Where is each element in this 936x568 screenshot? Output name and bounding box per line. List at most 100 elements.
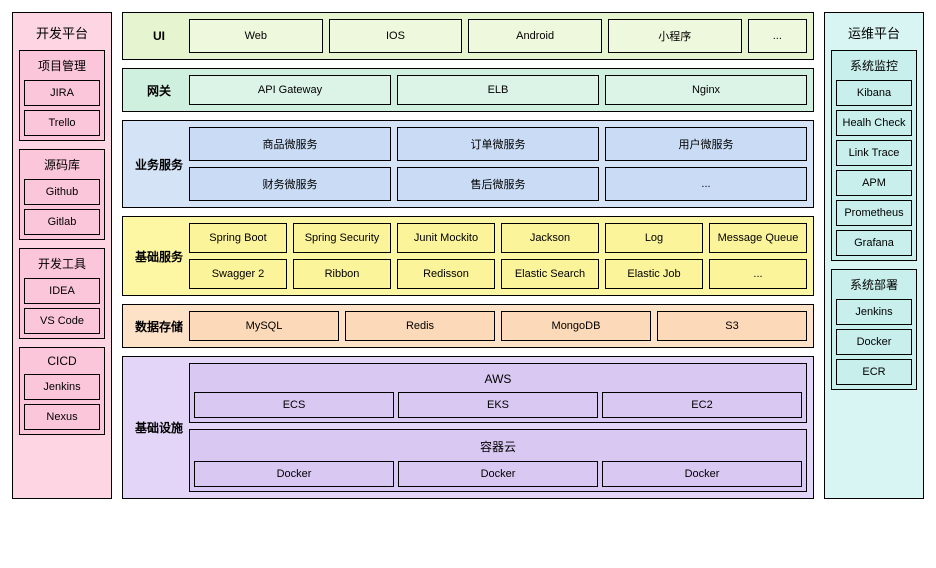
layer-content: 商品微服务 订单微服务 用户微服务 财务微服务 售后微服务 ...	[189, 127, 807, 201]
cell: Elastic Search	[501, 259, 599, 289]
cell: Elastic Job	[605, 259, 703, 289]
layer-storage: 数据存储 MySQL Redis MongoDB S3	[122, 304, 814, 348]
layer-content: MySQL Redis MongoDB S3	[189, 311, 807, 341]
item: Gitlab	[24, 209, 100, 235]
item: APM	[836, 170, 912, 196]
item: Kibana	[836, 80, 912, 106]
architecture-diagram: 开发平台 项目管理 JIRA Trello 源码库 Github Gitlab …	[12, 12, 924, 499]
group-title: 源码库	[24, 154, 100, 179]
row: API Gateway ELB Nginx	[189, 75, 807, 105]
cell: Android	[468, 19, 602, 53]
cell: Message Queue	[709, 223, 807, 253]
cell: 商品微服务	[189, 127, 391, 161]
cell: Docker	[194, 461, 394, 487]
layer-label: 基础设施	[129, 363, 189, 492]
right-sidebar: 运维平台 系统监控 Kibana Healh Check Link Trace …	[824, 12, 924, 499]
cell: ...	[748, 19, 807, 53]
layer-infra: 基础设施 AWS ECS EKS EC2 容器云 Docker Docker D…	[122, 356, 814, 499]
left-sidebar: 开发平台 项目管理 JIRA Trello 源码库 Github Gitlab …	[12, 12, 112, 499]
right-sidebar-title: 运维平台	[831, 19, 917, 50]
cell: Redisson	[397, 259, 495, 289]
item: JIRA	[24, 80, 100, 106]
cell: MySQL	[189, 311, 339, 341]
cell: ELB	[397, 75, 599, 105]
item: Healh Check	[836, 110, 912, 136]
row: MySQL Redis MongoDB S3	[189, 311, 807, 341]
center-layers: UI Web IOS Android 小程序 ... 网关 API Gatewa…	[122, 12, 814, 499]
cell: 财务微服务	[189, 167, 391, 201]
row: Web IOS Android 小程序 ...	[189, 19, 807, 53]
cell: 小程序	[608, 19, 742, 53]
layer-gateway: 网关 API Gateway ELB Nginx	[122, 68, 814, 112]
layer-ui: UI Web IOS Android 小程序 ...	[122, 12, 814, 60]
row: 财务微服务 售后微服务 ...	[189, 167, 807, 201]
item: Docker	[836, 329, 912, 355]
cell: 售后微服务	[397, 167, 599, 201]
item: IDEA	[24, 278, 100, 304]
layer-label: 业务服务	[129, 127, 189, 201]
infra-cells: Docker Docker Docker	[194, 461, 802, 487]
group-devtools: 开发工具 IDEA VS Code	[19, 248, 105, 339]
infra-block-container: 容器云 Docker Docker Docker	[189, 429, 807, 492]
group-cicd: CICD Jenkins Nexus	[19, 347, 105, 435]
cell: MongoDB	[501, 311, 651, 341]
group-title: 系统监控	[836, 55, 912, 80]
cell: IOS	[329, 19, 463, 53]
item: ECR	[836, 359, 912, 385]
cell: ...	[605, 167, 807, 201]
row: Swagger 2 Ribbon Redisson Elastic Search…	[189, 259, 807, 289]
cell: Docker	[398, 461, 598, 487]
cell: EKS	[398, 392, 598, 418]
group-title: CICD	[24, 352, 100, 374]
item: VS Code	[24, 308, 100, 334]
cell: Web	[189, 19, 323, 53]
cell: Spring Boot	[189, 223, 287, 253]
group-project-mgmt: 项目管理 JIRA Trello	[19, 50, 105, 141]
cell: Redis	[345, 311, 495, 341]
item: Github	[24, 179, 100, 205]
layer-content: API Gateway ELB Nginx	[189, 75, 807, 105]
item: Prometheus	[836, 200, 912, 226]
cell: ...	[709, 259, 807, 289]
cell: S3	[657, 311, 807, 341]
item: Nexus	[24, 404, 100, 430]
layer-label: 基础服务	[129, 223, 189, 289]
layer-content: Web IOS Android 小程序 ...	[189, 19, 807, 53]
group-source: 源码库 Github Gitlab	[19, 149, 105, 240]
row: Spring Boot Spring Security Junit Mockit…	[189, 223, 807, 253]
infra-cells: ECS EKS EC2	[194, 392, 802, 418]
layer-label: 网关	[129, 75, 189, 105]
cell: Spring Security	[293, 223, 391, 253]
layer-label: UI	[129, 19, 189, 53]
cell: EC2	[602, 392, 802, 418]
cell: Ribbon	[293, 259, 391, 289]
item: Link Trace	[836, 140, 912, 166]
cell: Docker	[602, 461, 802, 487]
cell: Swagger 2	[189, 259, 287, 289]
layer-base: 基础服务 Spring Boot Spring Security Junit M…	[122, 216, 814, 296]
group-title: 系统部署	[836, 274, 912, 299]
infra-block-aws: AWS ECS EKS EC2	[189, 363, 807, 423]
left-sidebar-title: 开发平台	[19, 19, 105, 50]
cell: Log	[605, 223, 703, 253]
cell: Jackson	[501, 223, 599, 253]
cell: 订单微服务	[397, 127, 599, 161]
cell: API Gateway	[189, 75, 391, 105]
group-title: 项目管理	[24, 55, 100, 80]
group-deploy: 系统部署 Jenkins Docker ECR	[831, 269, 917, 390]
row: 商品微服务 订单微服务 用户微服务	[189, 127, 807, 161]
layer-label: 数据存储	[129, 311, 189, 341]
cell: Nginx	[605, 75, 807, 105]
layer-content: AWS ECS EKS EC2 容器云 Docker Docker Docker	[189, 363, 807, 492]
infra-title: 容器云	[194, 434, 802, 461]
layer-business: 业务服务 商品微服务 订单微服务 用户微服务 财务微服务 售后微服务 ...	[122, 120, 814, 208]
layer-content: Spring Boot Spring Security Junit Mockit…	[189, 223, 807, 289]
cell: ECS	[194, 392, 394, 418]
item: Jenkins	[24, 374, 100, 400]
item: Jenkins	[836, 299, 912, 325]
cell: Junit Mockito	[397, 223, 495, 253]
cell: 用户微服务	[605, 127, 807, 161]
infra-title: AWS	[194, 368, 802, 392]
item: Grafana	[836, 230, 912, 256]
group-title: 开发工具	[24, 253, 100, 278]
